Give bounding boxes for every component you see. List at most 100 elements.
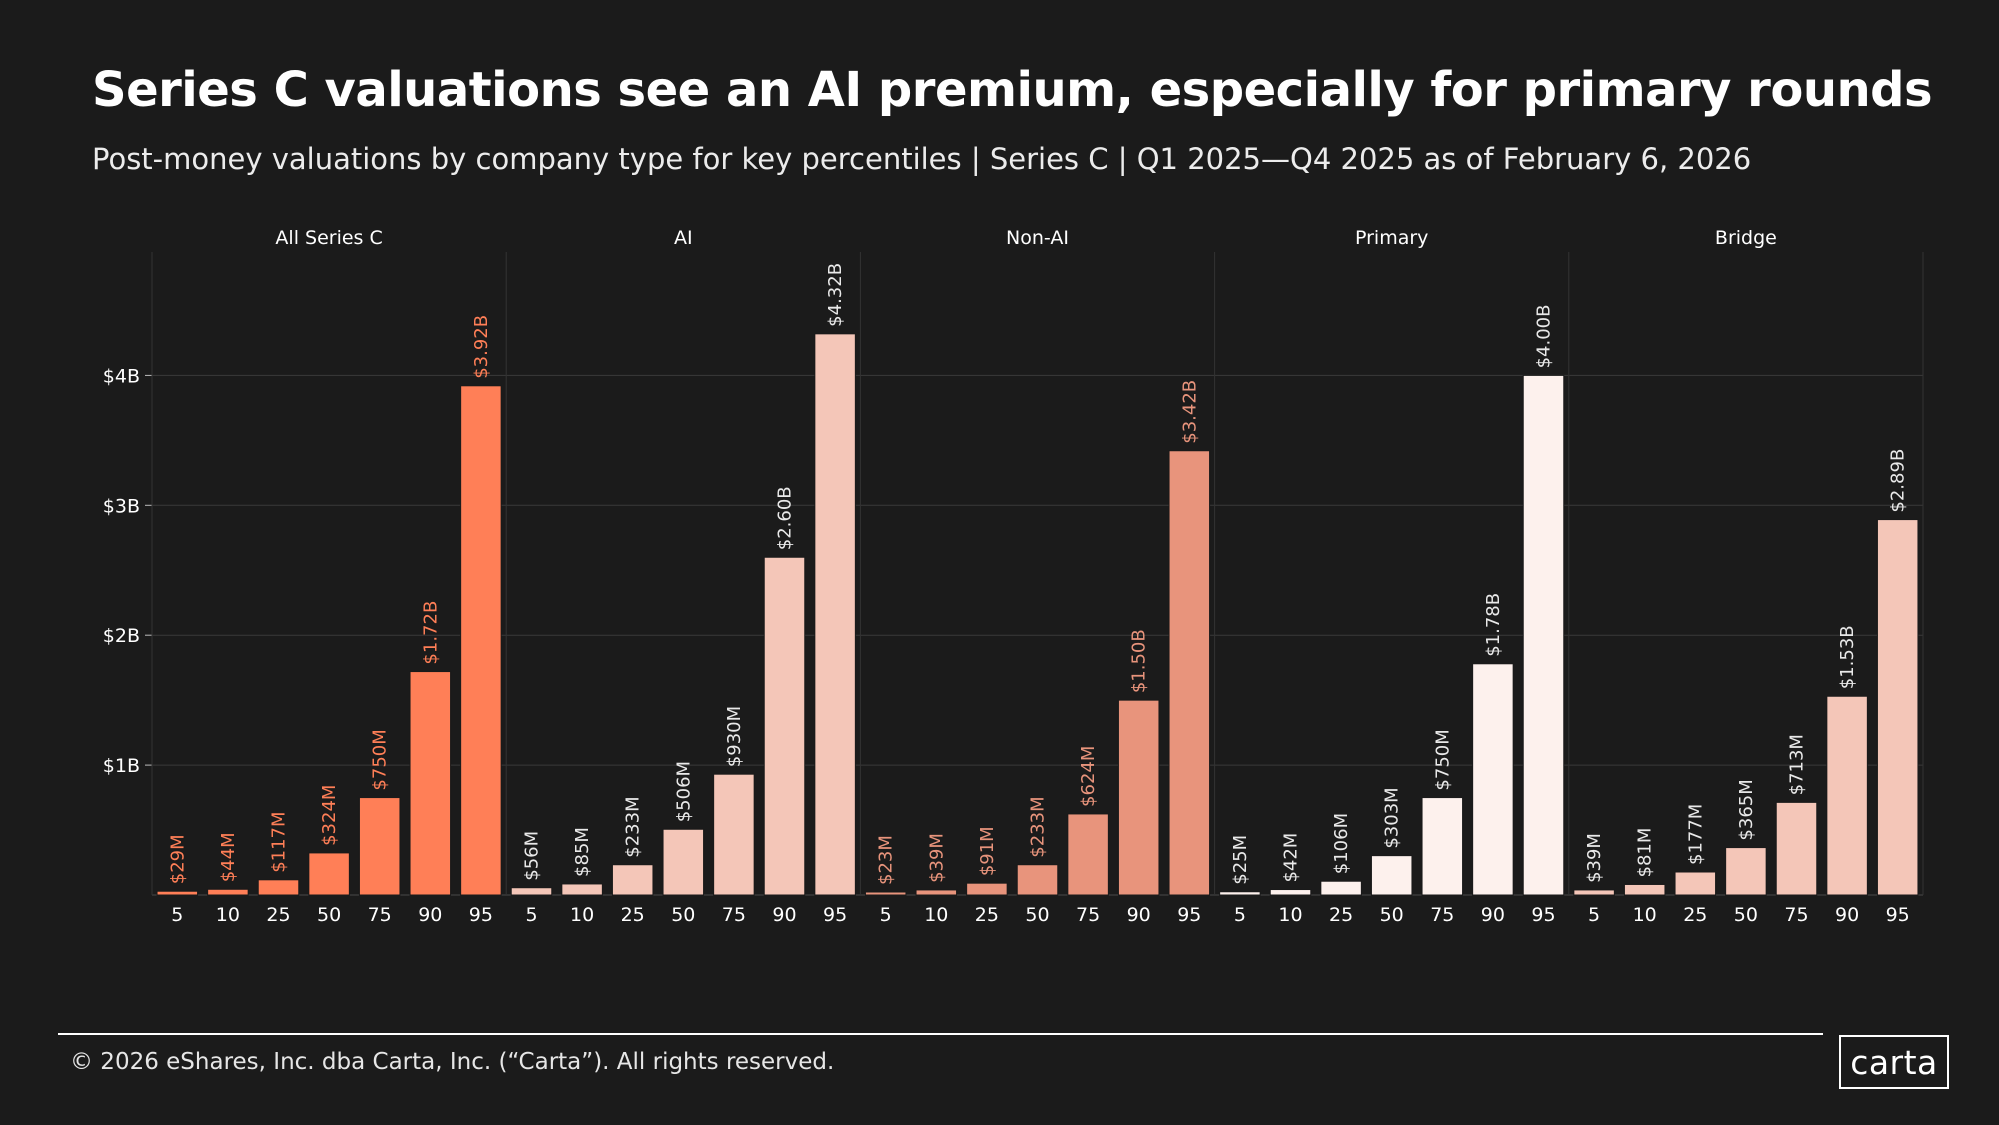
bar bbox=[1370, 855, 1413, 896]
bar bbox=[156, 890, 199, 896]
x-tick-label: 5 bbox=[1588, 904, 1600, 926]
x-tick-label: 95 bbox=[1177, 904, 1201, 926]
data-label: $624M bbox=[1078, 746, 1099, 807]
chart-title: Series C valuations see an AI premium, e… bbox=[92, 62, 1933, 118]
data-label: $506M bbox=[673, 761, 694, 822]
bar bbox=[1320, 880, 1362, 896]
x-tick-label: 10 bbox=[1278, 904, 1302, 926]
data-label: $91M bbox=[977, 826, 998, 876]
data-label: $324M bbox=[319, 785, 340, 846]
bar bbox=[1067, 813, 1109, 896]
x-tick-label: 25 bbox=[621, 904, 645, 926]
bar bbox=[814, 333, 856, 896]
x-tick-label: 25 bbox=[1683, 904, 1707, 926]
data-label: $1.50B bbox=[1129, 629, 1150, 693]
x-tick-label: 5 bbox=[880, 904, 892, 926]
bar bbox=[1016, 864, 1059, 896]
y-tick-label: $2B bbox=[103, 625, 140, 647]
x-tick-label: 50 bbox=[1380, 904, 1404, 926]
data-label: $29M bbox=[167, 834, 188, 884]
bar bbox=[611, 864, 654, 896]
x-tick-label: 25 bbox=[266, 904, 290, 926]
data-label: $4.32B bbox=[825, 263, 846, 327]
x-tick-label: 25 bbox=[1329, 904, 1353, 926]
bar bbox=[510, 887, 553, 896]
y-tick-label: $1B bbox=[103, 755, 140, 777]
x-tick-label: 50 bbox=[317, 904, 341, 926]
bar bbox=[561, 883, 603, 896]
x-tick-label: 50 bbox=[1025, 904, 1049, 926]
footer-divider bbox=[58, 1033, 1823, 1035]
bar bbox=[1623, 883, 1666, 896]
bar bbox=[1522, 374, 1565, 896]
data-label: $713M bbox=[1787, 734, 1808, 795]
bar bbox=[1168, 450, 1211, 896]
bar bbox=[1472, 663, 1514, 896]
x-tick-label: 10 bbox=[924, 904, 948, 926]
bar bbox=[915, 889, 958, 896]
bar bbox=[1725, 847, 1767, 896]
x-tick-label: 5 bbox=[1234, 904, 1246, 926]
data-label: $39M bbox=[926, 833, 947, 883]
copyright-notice: © 2026 eShares, Inc. dba Carta, Inc. (“C… bbox=[70, 1049, 835, 1075]
data-label: $303M bbox=[1382, 787, 1403, 848]
x-tick-label: 75 bbox=[1076, 904, 1100, 926]
data-label: $365M bbox=[1736, 779, 1757, 840]
data-label: $23M bbox=[876, 835, 897, 885]
data-label: $25M bbox=[1230, 835, 1251, 885]
data-label: $750M bbox=[370, 729, 391, 790]
x-tick-label: 5 bbox=[525, 904, 537, 926]
bar bbox=[1573, 889, 1615, 896]
bar bbox=[763, 556, 806, 896]
carta-logo: carta bbox=[1839, 1035, 1949, 1089]
x-tick-label: 50 bbox=[1734, 904, 1758, 926]
panel-title: AI bbox=[674, 227, 693, 249]
chart-subtitle: Post-money valuations by company type fo… bbox=[92, 142, 1752, 176]
bar bbox=[409, 671, 452, 896]
data-label: $44M bbox=[218, 832, 239, 882]
x-tick-label: 90 bbox=[772, 904, 796, 926]
data-label: $85M bbox=[572, 827, 593, 877]
x-tick-label: 95 bbox=[469, 904, 493, 926]
bar bbox=[1876, 519, 1919, 896]
y-tick-label: $3B bbox=[103, 495, 140, 517]
x-tick-label: 95 bbox=[1886, 904, 1910, 926]
x-tick-label: 10 bbox=[1633, 904, 1657, 926]
data-label: $233M bbox=[1028, 796, 1049, 857]
bar bbox=[1219, 891, 1261, 896]
x-tick-label: 10 bbox=[570, 904, 594, 926]
bar bbox=[1269, 889, 1312, 896]
bar bbox=[1117, 699, 1160, 896]
x-tick-label: 25 bbox=[975, 904, 999, 926]
bar bbox=[1775, 801, 1818, 896]
data-label: $3.92B bbox=[471, 315, 492, 379]
x-tick-label: 90 bbox=[1127, 904, 1151, 926]
x-tick-label: 75 bbox=[1430, 904, 1454, 926]
bar bbox=[713, 773, 755, 896]
x-tick-label: 75 bbox=[722, 904, 746, 926]
data-label: $39M bbox=[1584, 833, 1605, 883]
data-label: $56M bbox=[522, 831, 543, 881]
y-tick-label: $4B bbox=[103, 365, 140, 387]
x-tick-label: 75 bbox=[1784, 904, 1808, 926]
data-label: $2.60B bbox=[775, 486, 796, 550]
data-label: $233M bbox=[623, 796, 644, 857]
data-label: $1.53B bbox=[1837, 625, 1858, 689]
panel-title: Bridge bbox=[1715, 227, 1777, 249]
x-tick-label: 90 bbox=[1481, 904, 1505, 926]
bar bbox=[460, 385, 502, 896]
data-label: $117M bbox=[269, 811, 290, 872]
panel-title: All Series C bbox=[275, 227, 382, 249]
data-label: $2.89B bbox=[1888, 449, 1909, 513]
x-tick-label: 50 bbox=[671, 904, 695, 926]
data-label: $177M bbox=[1685, 804, 1706, 865]
bar bbox=[257, 879, 300, 896]
x-tick-label: 5 bbox=[171, 904, 183, 926]
bar bbox=[1826, 695, 1868, 896]
x-tick-label: 75 bbox=[368, 904, 392, 926]
panel-title: Primary bbox=[1355, 227, 1428, 249]
faceted-bar-chart: $1B $2B $3B $4B All Series C 5 $29M 10 $44M 25 $11… bbox=[103, 227, 1924, 926]
bar bbox=[358, 797, 401, 896]
data-label: $1.78B bbox=[1483, 593, 1504, 657]
x-tick-label: 95 bbox=[1531, 904, 1555, 926]
